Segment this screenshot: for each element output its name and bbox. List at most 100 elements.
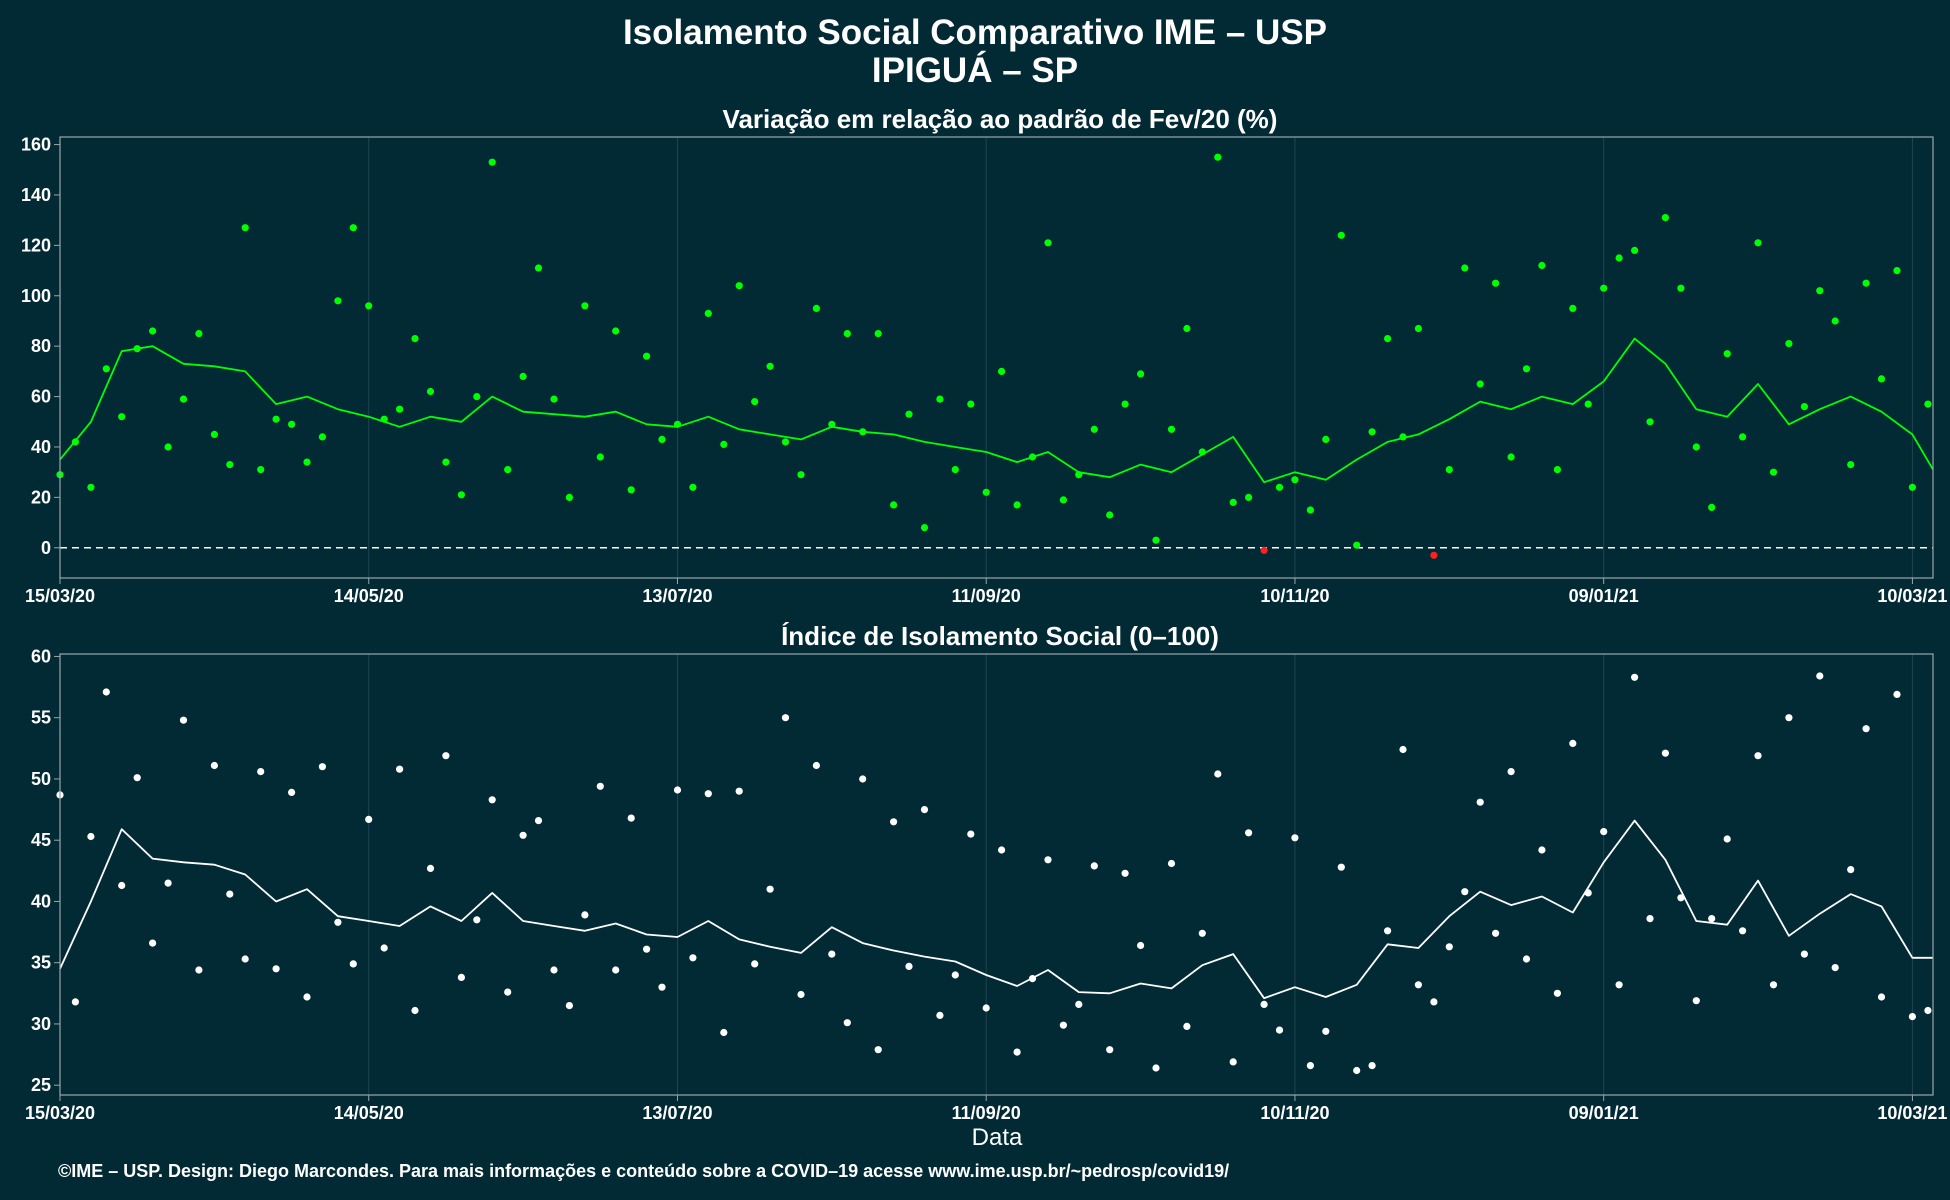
index-data-point (102, 688, 110, 696)
index-data-point (519, 831, 527, 839)
variation-data-point (735, 282, 743, 290)
variation-data-point (1862, 279, 1870, 287)
index-data-point (1322, 1027, 1330, 1035)
index-data-point (87, 832, 95, 841)
index-data-point (241, 955, 249, 963)
index-data-point (365, 815, 373, 824)
index-data-point (1584, 889, 1592, 897)
index-data-point (1723, 835, 1731, 843)
variation-data-point (1800, 403, 1808, 411)
variation-data-point (658, 435, 666, 443)
x-tick-label: 14/05/20 (334, 1103, 404, 1123)
x-tick-label: 13/07/20 (642, 1103, 712, 1123)
variation-data-point (627, 486, 635, 494)
variation-data-point (334, 297, 342, 305)
index-data-point (874, 1046, 882, 1054)
variation-data-point (303, 458, 311, 466)
index-data-point (658, 983, 666, 991)
variation-data-point (1893, 267, 1901, 275)
variation-data-point (998, 367, 1006, 375)
index-data-point (1229, 1058, 1237, 1066)
variation-data-point (488, 158, 496, 166)
index-data-point (1661, 749, 1669, 757)
variation-data-point (1816, 287, 1824, 295)
variation-data-point (843, 330, 851, 338)
variation-data-point (1847, 461, 1855, 469)
index-data-point (164, 879, 172, 887)
index-data-point (1492, 929, 1500, 937)
y-tick-label: 50 (31, 769, 51, 789)
index-data-point (1368, 1062, 1376, 1070)
y-tick-label: 40 (31, 891, 51, 911)
x-tick-label: 09/01/21 (1569, 586, 1639, 606)
variation-data-point (596, 453, 604, 461)
y-tick-label: 20 (31, 487, 51, 507)
variation-data-point (1831, 317, 1839, 325)
variation-data-point (581, 302, 589, 310)
variation-data-point (1106, 511, 1114, 519)
x-tick-label: 13/07/20 (642, 586, 712, 606)
variation-data-point (396, 405, 404, 413)
index-data-point (1198, 929, 1206, 937)
variation-data-point (1152, 536, 1160, 544)
variation-data-point (1924, 400, 1932, 408)
index-data-point (673, 786, 682, 794)
index-data-point (704, 790, 712, 798)
index-data-point (118, 881, 126, 890)
index-data-point (1028, 975, 1037, 983)
index-data-point (1893, 690, 1901, 699)
index-data-point (1353, 1066, 1361, 1075)
index-data-point (812, 761, 821, 770)
variation-data-point (318, 433, 326, 441)
y-tick-label: 160 (21, 135, 51, 155)
index-data-point (1414, 981, 1422, 989)
variation-data-point (1661, 214, 1669, 222)
variation-data-point (226, 461, 234, 469)
variation-data-point (473, 393, 481, 401)
variation-data-point (1600, 284, 1608, 292)
variation-data-point (1507, 453, 1515, 461)
index-data-point (1769, 981, 1778, 989)
variation-data-point (612, 327, 620, 335)
x-tick-label: 10/11/20 (1260, 586, 1329, 606)
variation-data-point (426, 387, 435, 396)
index-data-point (1816, 672, 1824, 680)
index-data-point (1692, 997, 1700, 1005)
index-data-point (1831, 964, 1839, 972)
variation-data-point (1229, 498, 1237, 506)
index-data-point (998, 846, 1006, 854)
variation-data-point (550, 395, 558, 403)
x-axis-label: Data (972, 1124, 1023, 1151)
index-data-point (1877, 993, 1886, 1001)
x-tick-label: 15/03/20 (25, 586, 95, 606)
index-data-point (643, 945, 651, 953)
index-data-point (1044, 856, 1052, 864)
index-data-point (1275, 1026, 1284, 1034)
index-data-point (1306, 1062, 1314, 1070)
y-tick-label: 45 (31, 830, 51, 850)
index-data-point (396, 765, 404, 773)
variation-data-point (1044, 239, 1052, 247)
index-panel: 25 30 35 40 45 50 55 60 15/03/20 14/05/20 13/07/20… (25, 646, 1947, 1123)
variation-data-point (1090, 425, 1098, 433)
index-data-point (1384, 927, 1392, 935)
index-data-point (1847, 866, 1855, 874)
variation-data-point (442, 458, 450, 466)
index-data-point (581, 911, 589, 919)
variation-data-point (751, 398, 759, 406)
variation-data-point (1399, 433, 1407, 441)
y-tick-label: 100 (21, 286, 51, 306)
variation-data-point (1692, 443, 1700, 451)
variation-data-point (1723, 350, 1731, 358)
variation-data-point (118, 413, 126, 421)
index-data-point (303, 993, 311, 1001)
x-tick-label: 11/09/20 (952, 586, 1021, 606)
variation-data-point (781, 438, 790, 446)
variation-data-point (720, 440, 728, 448)
index-data-point (1214, 770, 1222, 778)
index-data-point (426, 864, 435, 873)
index-data-point (1908, 1013, 1916, 1021)
variation-data-point (164, 443, 172, 451)
variation-data-point (504, 466, 512, 474)
